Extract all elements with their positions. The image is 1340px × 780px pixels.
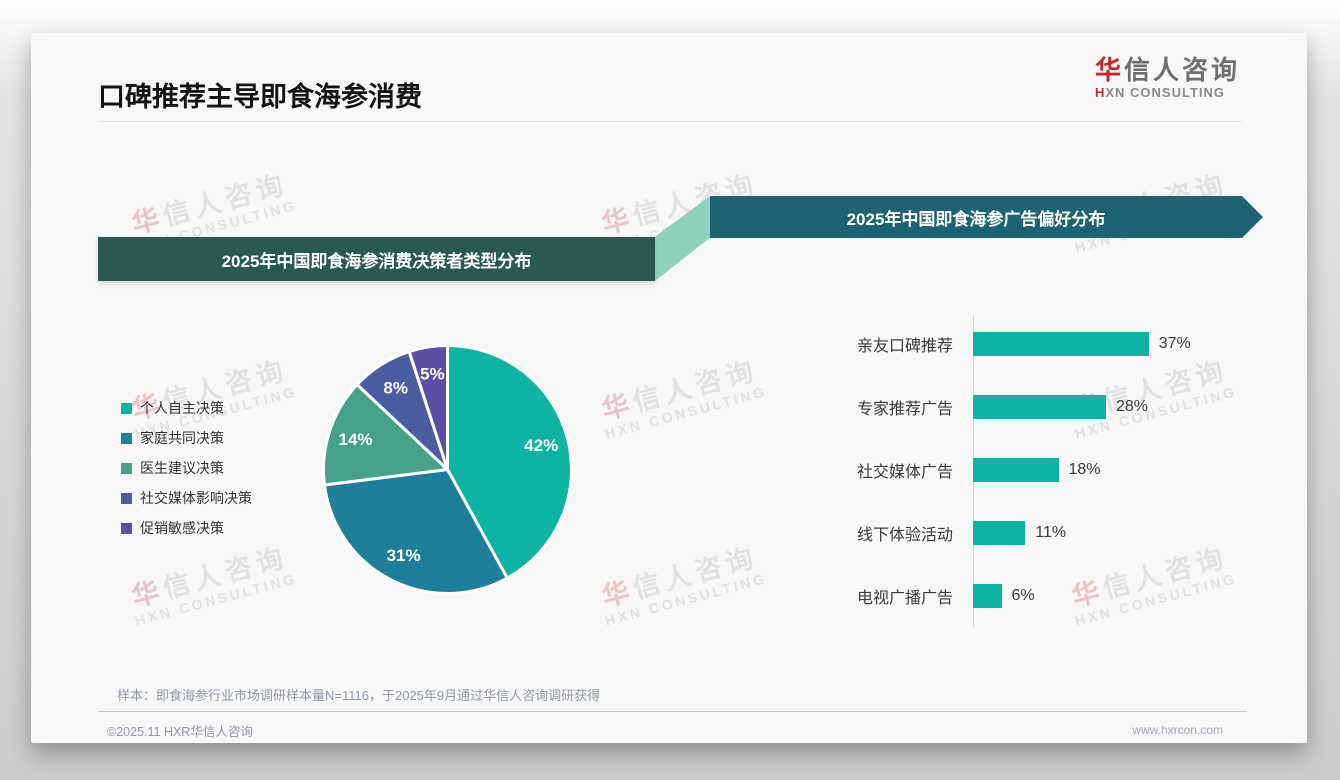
bar-value-label: 6% (1011, 587, 1035, 604)
legend-swatch (121, 432, 132, 444)
pie-data-label: 5% (420, 364, 445, 383)
bar-row: 电视广播广告 6% (857, 584, 1035, 608)
bar-category-label: 专家推荐广告 (857, 401, 954, 418)
bar-rect (973, 521, 1026, 545)
bar-category-label: 电视广播广告 (857, 590, 954, 607)
legend-label: 医生建议决策 (140, 460, 224, 476)
company-logo: 华信人咨询 HXN CONSULTING (1095, 55, 1240, 100)
bar-value-label: 18% (1068, 461, 1101, 478)
banner-connector-ribbon (655, 196, 710, 281)
logo-english-text: HXN CONSULTING (1094, 85, 1226, 100)
pie-data-label: 8% (383, 378, 408, 397)
pie-legend: 个人自主决策 家庭共同决策 医生建议决策社交媒体影响决策 促销敏感决策 (121, 401, 252, 551)
bar-row: 亲友口碑推荐 37% (857, 332, 1191, 356)
bar-value-label: 37% (1158, 335, 1191, 352)
bar-value-label: 11% (1035, 524, 1067, 541)
legend-swatch (121, 462, 132, 474)
pie-slice (322, 468, 509, 595)
footer-divider (98, 711, 1247, 712)
legend-swatch (121, 402, 132, 414)
legend-item: 个人自主决策 (121, 401, 252, 415)
legend-item: 促销敏感决策 (121, 521, 252, 535)
header-divider (98, 121, 1242, 122)
pie-data-label: 42% (524, 436, 558, 455)
legend-label: 促销敏感决策 (140, 520, 224, 536)
page-title: 口碑推荐主导即食海参消费 (98, 82, 422, 112)
pie-chart: 42% 31% 14% 8% 5% (317, 339, 578, 600)
legend-item: 社交媒体影响决策 (121, 491, 252, 505)
legend-item: 医生建议决策 (121, 461, 252, 475)
sample-footnote: 样本：即食海参行业市场调研样本量N=1116，于2025年9月通过华信人咨询调研… (117, 688, 601, 703)
legend-swatch (121, 492, 132, 504)
logo-chinese-text: 华信人咨询 (1094, 55, 1240, 85)
pie-data-label: 31% (387, 546, 421, 565)
bar-chart-title-banner: 2025年中国即食海参广告偏好分布 (710, 196, 1263, 238)
pie-data-label: 14% (338, 430, 372, 449)
legend-label: 家庭共同决策 (140, 430, 224, 446)
bar-category-label: 社交媒体广告 (857, 464, 954, 481)
bar-row: 线下体验活动 11% (857, 521, 1066, 545)
pie-slice (407, 344, 449, 471)
pie-slice (322, 383, 449, 487)
bar-category-label: 亲友口碑推荐 (857, 338, 954, 355)
bar-rect (973, 395, 1106, 419)
copyright-text: ©2025.11 HXR华信人咨询 (107, 725, 253, 739)
bar-row: 专家推荐广告 28% (857, 395, 1148, 419)
legend-label: 个人自主决策 (140, 400, 224, 416)
pie-slice (446, 344, 573, 580)
pie-chart-svg: 42% 31% 14% 8% 5% (322, 344, 573, 595)
bar-value-label: 28% (1116, 398, 1149, 415)
legend-swatch (121, 522, 132, 534)
bar-row: 社交媒体广告 18% (857, 458, 1101, 482)
website-text: www.hxrcon.com (1132, 723, 1223, 737)
bar-category-label: 线下体验活动 (857, 527, 954, 544)
bar-rect (973, 584, 1002, 608)
pie-chart-title-banner: 2025年中国即食海参消费决策者类型分布 (98, 237, 655, 281)
bar-rect (973, 332, 1149, 356)
legend-item: 家庭共同决策 (121, 431, 252, 445)
bar-rect (973, 458, 1059, 482)
legend-label: 社交媒体影响决策 (140, 490, 252, 506)
